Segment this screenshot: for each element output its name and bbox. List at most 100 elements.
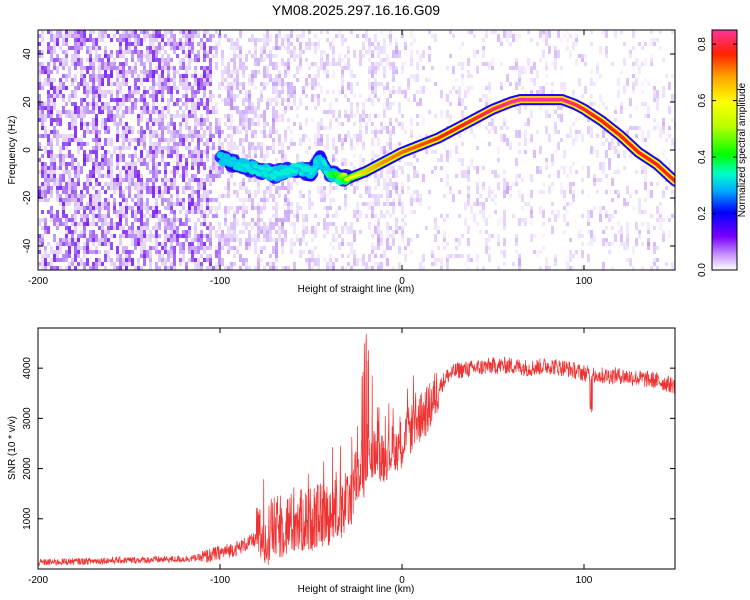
noise-cell [302, 86, 305, 94]
noise-cell [662, 218, 665, 222]
noise-cell [335, 98, 338, 102]
noise-cell [92, 130, 95, 134]
noise-cell [383, 178, 386, 186]
noise-cell [401, 166, 404, 174]
noise-cell [191, 186, 194, 190]
noise-cell [125, 174, 128, 178]
noise-cell [491, 170, 494, 174]
noise-cell [83, 218, 86, 222]
noise-cell [269, 126, 272, 134]
noise-cell [383, 66, 386, 74]
noise-cell [305, 94, 308, 98]
noise-cell [314, 94, 317, 98]
noise-cell [293, 50, 296, 54]
noise-cell [614, 30, 617, 38]
noise-cell [134, 34, 137, 38]
noise-cell [287, 38, 290, 42]
noise-cell [101, 202, 104, 210]
noise-cell [401, 34, 404, 38]
noise-cell [443, 234, 446, 242]
noise-cell [263, 74, 266, 78]
noise-cell [194, 154, 197, 158]
y-tick-label: 40 [22, 48, 33, 60]
noise-cell [173, 150, 176, 154]
noise-cell [623, 86, 626, 94]
noise-cell [173, 102, 176, 106]
noise-cell [410, 198, 413, 206]
noise-cell [311, 266, 314, 270]
noise-cell [506, 190, 509, 194]
noise-cell [509, 42, 512, 46]
noise-cell [98, 58, 101, 62]
noise-cell [335, 210, 338, 218]
noise-cell [116, 126, 119, 130]
noise-cell [125, 78, 128, 82]
noise-cell [176, 238, 179, 242]
noise-cell [410, 130, 413, 138]
noise-cell [218, 82, 221, 90]
noise-cell [416, 190, 419, 194]
noise-cell [80, 30, 83, 38]
noise-cell [44, 178, 47, 182]
noise-cell [260, 54, 263, 62]
noise-cell [536, 90, 539, 98]
noise-cell [515, 130, 518, 138]
noise-cell [632, 82, 635, 90]
noise-cell [329, 206, 332, 210]
noise-cell [470, 158, 473, 166]
noise-cell [518, 74, 521, 82]
noise-cell [488, 246, 491, 250]
noise-cell [260, 218, 263, 222]
noise-cell [452, 34, 455, 38]
noise-cell [59, 46, 62, 50]
noise-cell [635, 78, 638, 86]
noise-cell [338, 246, 341, 250]
noise-cell [113, 34, 116, 38]
noise-cell [95, 250, 98, 254]
noise-cell [182, 82, 185, 90]
noise-cell [236, 106, 239, 114]
noise-cell [350, 266, 353, 270]
noise-cell [221, 234, 224, 238]
noise-cell [140, 162, 143, 166]
noise-cell [614, 118, 617, 122]
noise-cell [386, 210, 389, 214]
noise-cell [191, 194, 194, 198]
noise-cell [101, 38, 104, 42]
noise-cell [389, 202, 392, 206]
noise-cell [593, 102, 596, 106]
noise-cell [170, 186, 173, 190]
noise-cell [632, 206, 635, 210]
noise-cell [218, 170, 221, 178]
noise-cell [653, 118, 656, 122]
noise-cell [74, 166, 77, 170]
noise-cell [245, 94, 248, 98]
noise-cell [410, 238, 413, 242]
noise-cell [560, 138, 563, 142]
noise-cell [311, 202, 314, 206]
noise-cell [557, 118, 560, 122]
noise-cell [608, 158, 611, 166]
noise-cell [299, 50, 302, 58]
noise-cell [143, 234, 146, 238]
y-tick-label: -40 [22, 238, 33, 253]
noise-cell [308, 250, 311, 254]
noise-cell [41, 194, 44, 198]
noise-cell [188, 258, 191, 262]
noise-cell [452, 194, 455, 202]
noise-cell [155, 146, 158, 150]
noise-cell [593, 206, 596, 210]
noise-cell [656, 154, 659, 158]
noise-cell [122, 230, 125, 234]
noise-cell [197, 162, 200, 170]
noise-cell [641, 210, 644, 214]
noise-cell [197, 246, 200, 254]
noise-cell [479, 194, 482, 198]
noise-cell [488, 254, 491, 262]
noise-cell [125, 178, 128, 182]
noise-cell [89, 150, 92, 154]
noise-cell [56, 154, 59, 158]
noise-cell [260, 114, 263, 118]
noise-cell [446, 110, 449, 118]
noise-cell [128, 230, 131, 234]
